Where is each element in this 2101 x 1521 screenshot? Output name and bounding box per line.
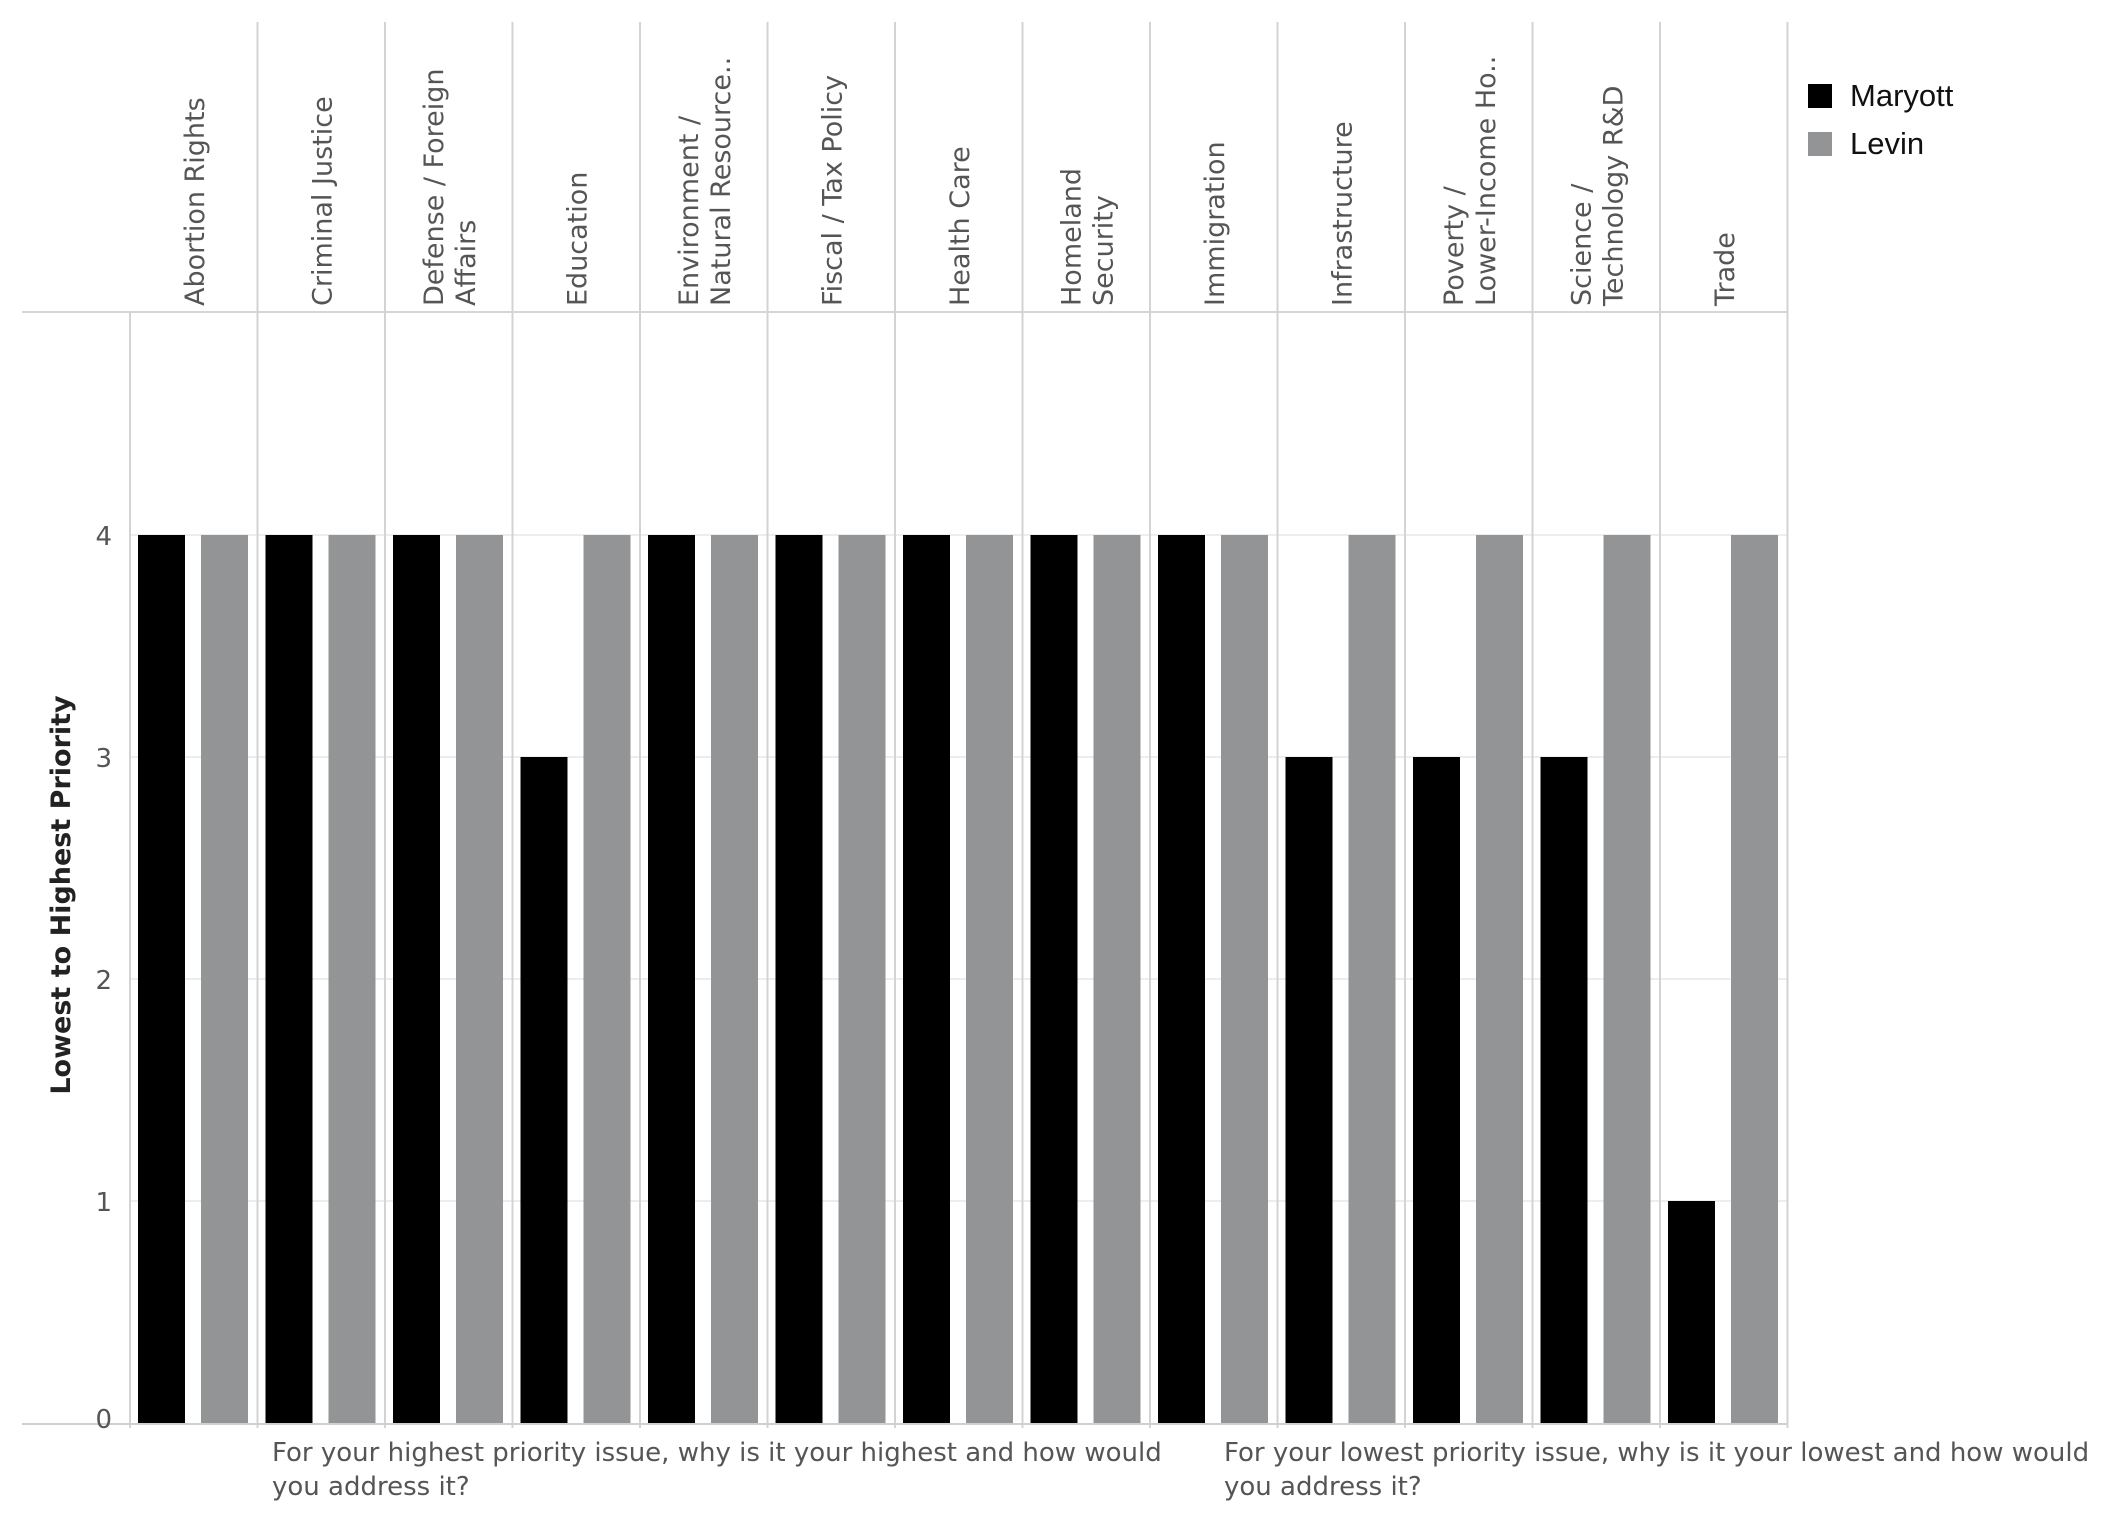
legend-label-levin: Levin [1850, 126, 1925, 161]
bar-levin[interactable] [328, 535, 376, 1423]
category-label: Infrastructure [1327, 121, 1358, 306]
bar-maryott[interactable] [1285, 757, 1333, 1423]
legend-item-maryott[interactable]: Maryott [1808, 72, 1953, 120]
bar-maryott[interactable] [1030, 535, 1078, 1423]
bars-layer [138, 535, 1778, 1423]
bar-maryott[interactable] [138, 535, 185, 1423]
y-tick-label: 4 [95, 522, 112, 552]
category-label: Trade [1710, 232, 1741, 307]
footer-question-lowest[interactable]: For your lowest priority issue, why is i… [1224, 1438, 2090, 1502]
bar-levin[interactable] [456, 535, 503, 1423]
bar-maryott[interactable] [648, 535, 695, 1423]
category-label: Security [1088, 195, 1119, 306]
y-tick-label: 2 [95, 966, 112, 996]
category-label: Immigration [1200, 141, 1231, 306]
legend-swatch-levin [1808, 132, 1832, 156]
bar-levin[interactable] [711, 535, 758, 1423]
category-label: Fiscal / Tax Policy [817, 75, 848, 306]
bar-levin[interactable] [583, 535, 631, 1423]
y-axis-label: Lowest to Highest Priority [46, 695, 77, 1095]
category-label: Homeland [1056, 168, 1087, 306]
bar-levin[interactable] [201, 535, 248, 1423]
y-tick-label: 3 [95, 744, 112, 774]
labels-layer: 0 1 2 3 4 Abortion Rights Criminal Justice Defe… [95, 56, 1740, 1435]
category-label: Technology R&D [1598, 86, 1629, 307]
bar-levin[interactable] [1731, 535, 1778, 1423]
legend: Maryott Levin [1808, 72, 1953, 168]
bar-maryott[interactable] [775, 535, 823, 1423]
category-label: Affairs [451, 220, 482, 306]
bar-maryott[interactable] [903, 535, 950, 1423]
legend-label-maryott: Maryott [1850, 78, 1954, 113]
bar-levin[interactable] [1093, 535, 1141, 1423]
category-label: Environment / [674, 115, 705, 306]
category-label: Natural Resource.. [706, 57, 737, 306]
y-tick-label: 1 [95, 1188, 112, 1218]
category-label: Education [562, 172, 593, 306]
bar-maryott[interactable] [393, 535, 440, 1423]
footer-question-highest[interactable]: For your highest priority issue, why is … [272, 1438, 1162, 1502]
bar-maryott[interactable] [1413, 757, 1460, 1423]
bar-maryott[interactable] [520, 757, 568, 1423]
bar-levin[interactable] [838, 535, 886, 1423]
bar-levin[interactable] [1348, 535, 1396, 1423]
bar-maryott[interactable] [1540, 757, 1588, 1423]
category-label: Defense / Foreign [419, 68, 450, 306]
legend-swatch-maryott [1808, 84, 1832, 108]
bar-levin[interactable] [1603, 535, 1651, 1423]
y-tick-label: 0 [95, 1405, 112, 1435]
bar-levin[interactable] [1221, 535, 1268, 1423]
category-label: Criminal Justice [307, 96, 338, 306]
bar-maryott[interactable] [265, 535, 313, 1423]
bar-levin[interactable] [1476, 535, 1523, 1423]
bar-maryott[interactable] [1158, 535, 1205, 1423]
category-label: Abortion Rights [180, 97, 211, 306]
category-label: Science / [1566, 183, 1597, 306]
bar-levin[interactable] [966, 535, 1013, 1423]
category-label: Health Care [945, 146, 976, 306]
bar-maryott[interactable] [1668, 1201, 1715, 1423]
legend-item-levin[interactable]: Levin [1808, 120, 1953, 168]
grid-layer [22, 22, 1789, 1428]
category-label: Lower-Income Ho.. [1471, 56, 1502, 306]
category-label: Poverty / [1439, 185, 1470, 306]
